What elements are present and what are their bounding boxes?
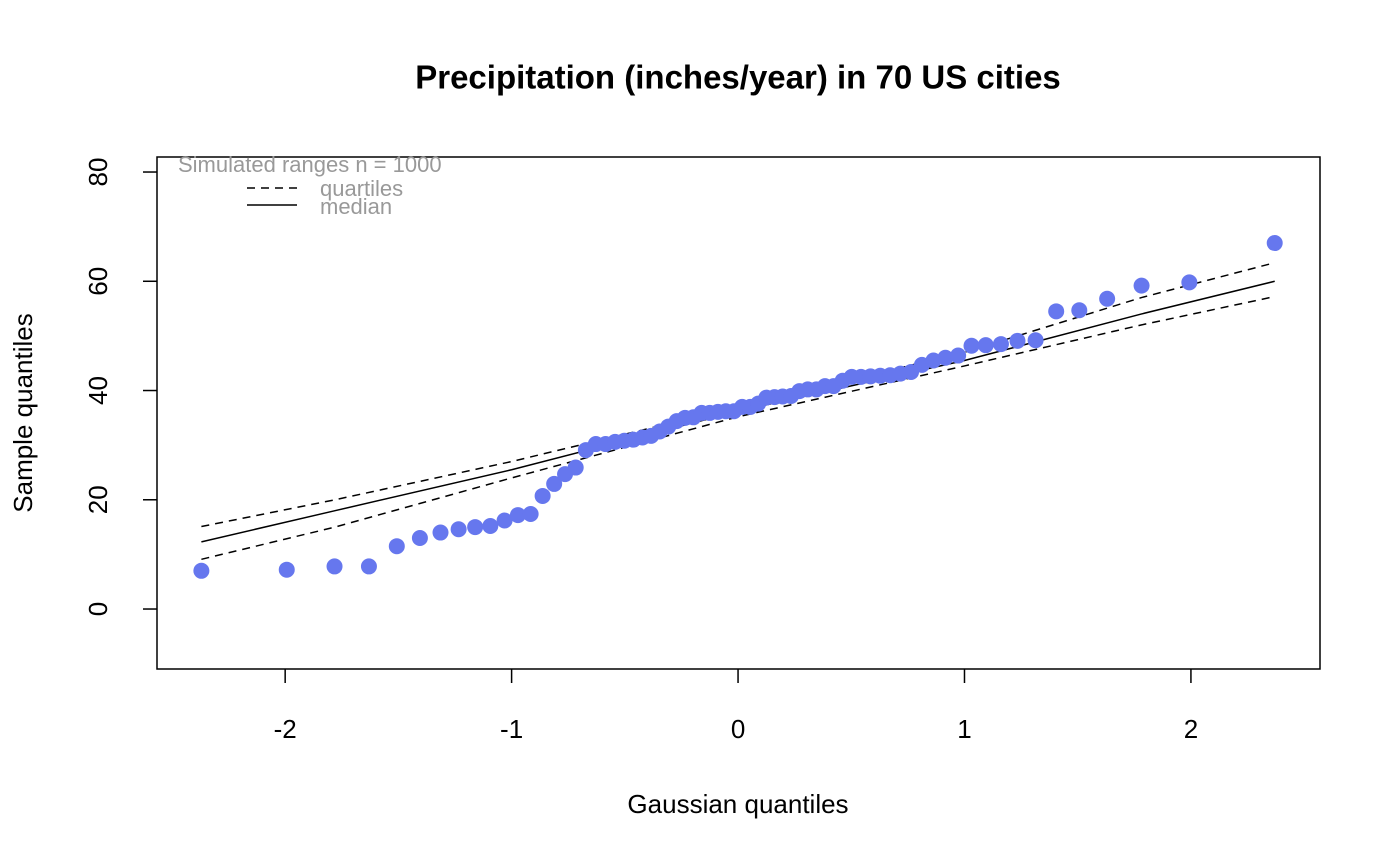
point [326,558,343,575]
legend-label: median [320,194,392,219]
point [1181,274,1198,291]
point [1266,235,1283,252]
x-tick-label: 1 [957,714,971,744]
point [977,337,994,354]
point [1027,332,1044,349]
point [1048,303,1065,320]
point [963,337,980,354]
y-tick-label: 0 [83,602,113,616]
point [411,530,428,547]
point [432,524,449,541]
x-tick-label: -1 [500,714,523,744]
point [388,538,405,555]
point [278,561,295,578]
point [496,512,513,529]
point [509,507,526,524]
point [534,487,551,504]
point [360,558,377,575]
x-axis-label: Gaussian quantiles [627,789,848,819]
y-axis-label: Sample quantiles [8,313,38,512]
x-tick-label: 2 [1184,714,1198,744]
point [1071,302,1088,319]
point [1099,290,1116,307]
point [482,517,499,534]
legend-title: Simulated ranges n = 1000 [178,152,442,177]
point [567,459,584,476]
point [522,505,539,522]
y-tick-label: 40 [83,376,113,405]
point [937,349,954,366]
y-tick-label: 60 [83,267,113,296]
point [1133,277,1150,294]
point [992,336,1009,353]
y-tick-label: 80 [83,158,113,187]
point [450,521,467,538]
x-tick-label: 0 [731,714,745,744]
point [925,352,942,369]
x-tick-label: -2 [274,714,297,744]
point [193,562,210,579]
point [950,347,967,364]
y-tick-label: 20 [83,485,113,514]
quartile-line [201,295,1275,561]
chart-title: Precipitation (inches/year) in 70 US cit… [415,59,1061,96]
point [546,475,563,492]
point [1009,332,1026,349]
point [467,519,484,536]
legend-label: quartiles [320,176,403,201]
